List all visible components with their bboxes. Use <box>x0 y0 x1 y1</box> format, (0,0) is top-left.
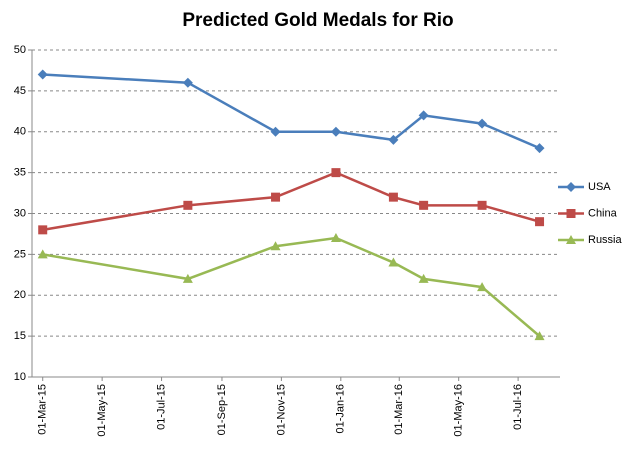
legend-marker <box>566 182 576 192</box>
legend-label: China <box>588 207 618 219</box>
point <box>331 168 341 178</box>
point <box>477 118 488 129</box>
x-tick-label: 01-May-16 <box>453 384 465 437</box>
point <box>37 69 48 80</box>
x-tick-label: 01-Mar-16 <box>393 384 405 435</box>
point <box>330 233 341 243</box>
y-tick-label: 15 <box>14 330 26 342</box>
point <box>535 217 545 227</box>
chart-title: Predicted Gold Medals for Rio <box>182 10 453 31</box>
point <box>330 126 341 137</box>
legend-label: USA <box>588 181 611 193</box>
y-tick-label: 30 <box>14 207 26 219</box>
point <box>182 273 193 283</box>
point <box>182 77 193 88</box>
x-tick-label: 01-Jan-16 <box>335 384 347 434</box>
point <box>418 273 429 283</box>
point <box>270 241 281 251</box>
point <box>419 200 429 210</box>
point <box>38 225 48 235</box>
y-tick-label: 20 <box>14 289 26 301</box>
point <box>37 249 48 259</box>
x-tick-label: 01-Jul-16 <box>512 384 524 430</box>
x-tick-label: 01-Nov-15 <box>275 384 287 435</box>
x-tick-label: 01-May-15 <box>96 384 108 437</box>
point <box>271 192 281 202</box>
legend-marker <box>566 235 576 244</box>
legend-marker <box>566 209 576 218</box>
point <box>418 110 429 121</box>
point <box>534 331 545 341</box>
y-tick-label: 45 <box>14 85 26 97</box>
y-tick-label: 40 <box>14 126 26 138</box>
series-line <box>42 236 541 338</box>
point <box>477 200 487 210</box>
y-tick-label: 25 <box>14 248 26 260</box>
point <box>388 192 398 202</box>
point <box>183 200 193 210</box>
legend-label: Russia <box>588 234 623 246</box>
point <box>477 282 488 292</box>
point <box>388 257 399 267</box>
series-line <box>42 171 540 232</box>
y-tick-label: 35 <box>14 167 26 179</box>
y-tick-label: 50 <box>14 44 26 56</box>
x-tick-label: 01-Mar-15 <box>37 384 49 435</box>
y-tick-label: 10 <box>14 371 26 383</box>
x-tick-label: 01-Jul-15 <box>155 384 167 430</box>
x-tick-label: 01-Sep-15 <box>216 384 228 435</box>
point <box>388 134 399 145</box>
point <box>534 143 545 154</box>
series-line <box>42 73 541 150</box>
point <box>270 126 281 137</box>
